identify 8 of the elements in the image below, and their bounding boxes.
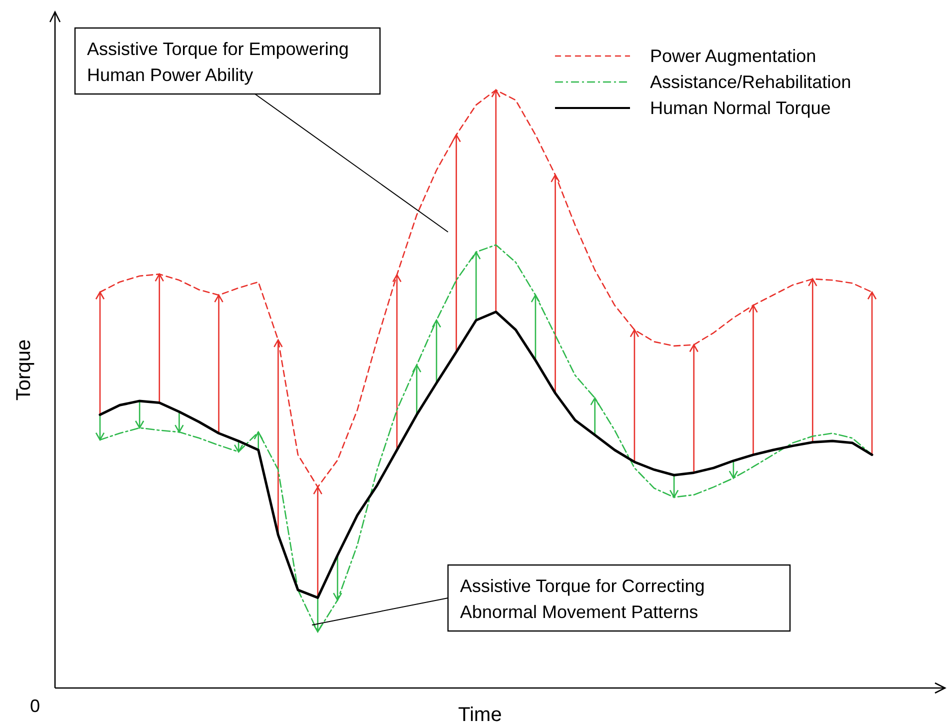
legend-label: Assistance/Rehabilitation <box>650 72 852 92</box>
x-axis-title: Time <box>458 704 502 725</box>
annotation: Assistive Torque for Correcting Abnormal Movement Patterns <box>460 576 705 622</box>
text: 0 <box>30 696 40 716</box>
legend-label: Human Normal Torque <box>650 98 831 118</box>
legend-label: Power Augmentation <box>650 46 816 66</box>
y-axis-title: Torque <box>13 339 35 401</box>
text: Assistive Torque for Empowering Human Power Ability <box>87 39 349 85</box>
